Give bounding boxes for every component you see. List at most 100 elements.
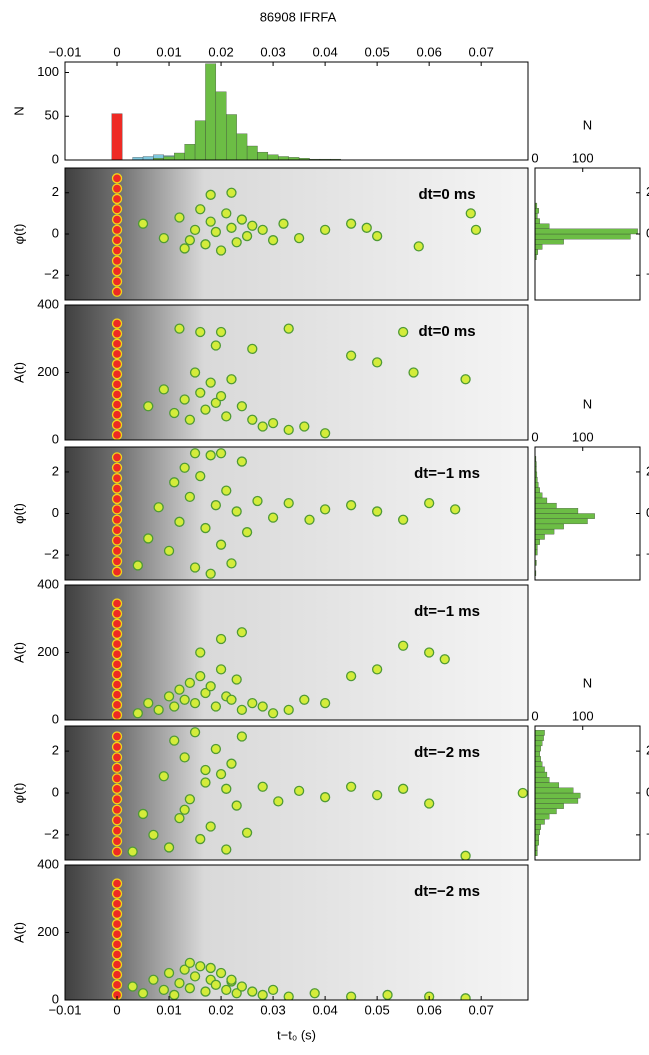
y-tick-label: −2	[646, 547, 649, 562]
x-tick-label: 0.07	[469, 44, 494, 59]
histogram-bar	[535, 508, 579, 514]
histogram-bar	[535, 740, 543, 747]
annotation: dt=0 ms	[418, 323, 475, 340]
histogram-bar	[535, 528, 555, 535]
data-point	[174, 212, 185, 223]
histogram-bar	[215, 91, 227, 160]
x-tick-label: 0	[531, 708, 538, 723]
data-point	[345, 350, 357, 361]
data-point	[319, 428, 331, 439]
data-point	[371, 506, 383, 517]
data-point	[111, 276, 123, 287]
y-tick-label: 200	[37, 924, 59, 939]
data-point	[241, 527, 253, 538]
data-point	[231, 988, 242, 999]
histogram-bar	[535, 813, 550, 820]
y-tick-label: 2	[52, 184, 59, 199]
histogram-bar	[535, 228, 638, 235]
data-point	[111, 462, 123, 473]
panel: N −2 0 2 0 100	[531, 675, 649, 861]
data-point	[111, 545, 123, 557]
data-point	[241, 230, 253, 242]
data-point	[111, 628, 123, 640]
data-point	[111, 379, 123, 390]
data-point	[293, 232, 305, 244]
data-point	[215, 633, 227, 645]
histogram-bar	[184, 144, 196, 160]
data-point	[111, 699, 123, 710]
data-point	[153, 502, 164, 513]
data-point	[148, 974, 159, 985]
data-point	[179, 804, 190, 815]
y-tick-label: 400	[37, 296, 59, 311]
data-point	[111, 969, 123, 980]
data-point	[153, 704, 164, 716]
histogram-bar	[535, 534, 545, 540]
axes-frame	[64, 584, 529, 721]
data-point	[111, 918, 123, 930]
y-tick-label: 0	[52, 784, 59, 799]
data-point	[195, 204, 206, 215]
data-point	[215, 664, 227, 675]
annotation: dt=−1 ms	[414, 603, 480, 620]
data-point	[195, 387, 206, 398]
data-point	[111, 318, 123, 329]
panel: φ(t) −2 0 2 dt=0 ms	[11, 167, 529, 301]
data-point	[236, 456, 248, 467]
x-tick-label: 0	[113, 1002, 120, 1017]
data-point	[111, 265, 123, 277]
histogram-bar	[535, 239, 564, 245]
data-point	[439, 654, 450, 665]
data-point	[210, 500, 222, 511]
data-point	[236, 704, 248, 716]
data-point	[293, 785, 305, 797]
data-point	[163, 545, 175, 557]
annotation: dt=−2 ms	[414, 883, 480, 900]
data-point	[231, 506, 242, 517]
data-point	[111, 888, 123, 899]
data-point	[179, 964, 190, 975]
data-point	[179, 694, 190, 705]
histogram-bar	[163, 156, 175, 160]
data-point	[257, 421, 268, 432]
data-point	[179, 462, 190, 473]
histogram-bar	[535, 487, 540, 493]
histogram-bar	[535, 787, 574, 794]
data-point	[137, 218, 149, 229]
data-point	[205, 189, 216, 200]
data-point	[205, 216, 216, 227]
x-tick-label: 100	[572, 150, 594, 165]
data-point	[111, 348, 123, 360]
plot-area	[111, 63, 341, 160]
plot-area	[65, 447, 528, 580]
axis-title: N	[583, 117, 592, 132]
data-point	[111, 409, 123, 420]
y-axis-label: A(t)	[11, 362, 26, 383]
histogram-bar	[535, 223, 550, 229]
x-tick-label: 0.05	[364, 44, 389, 59]
data-point	[179, 243, 190, 254]
annotation: dt=−2 ms	[414, 744, 480, 761]
panel: N −2 0 2 0 100	[531, 117, 649, 301]
panel: A(t) 0 200 400 dt=0 ms	[11, 296, 529, 446]
data-point	[424, 647, 435, 658]
axes-frame	[534, 446, 641, 581]
histogram-bar	[535, 513, 595, 519]
x-tick-label: 0.01	[156, 44, 181, 59]
data-point	[158, 984, 169, 996]
data-point	[257, 224, 268, 236]
data-point	[215, 326, 227, 338]
data-point	[283, 497, 294, 509]
data-point	[111, 878, 123, 889]
panel: 86908 IFRFA N 0 50 100 −0.01 0 0.01 0.02 0.03 0.04…	[11, 9, 529, 166]
y-tick-label: 0	[52, 431, 59, 446]
data-point	[111, 825, 123, 836]
data-point	[111, 399, 123, 410]
data-point	[111, 598, 123, 609]
data-point	[158, 232, 169, 244]
data-point	[205, 568, 216, 579]
axes-frame	[534, 725, 641, 861]
data-point	[174, 977, 185, 989]
data-point	[460, 993, 471, 1000]
y-tick-label: 0	[52, 505, 59, 520]
